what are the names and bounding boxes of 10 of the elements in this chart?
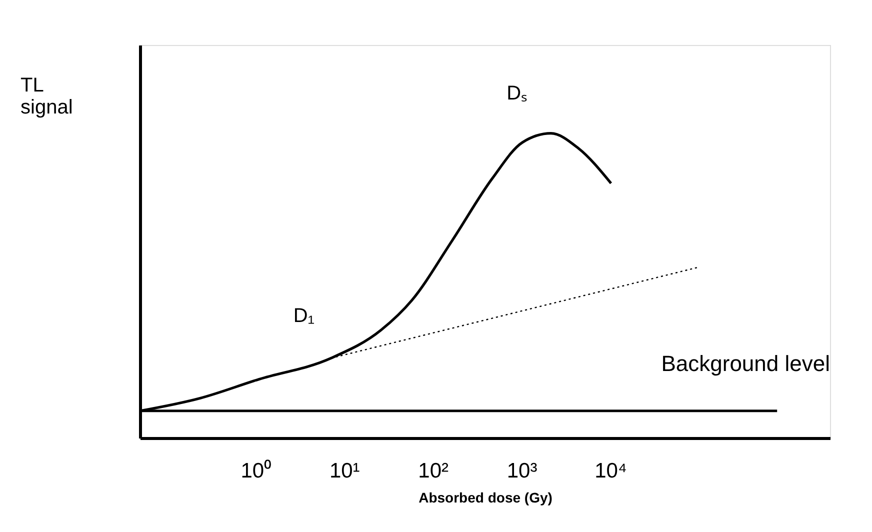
x-tick-label: 10⁴ xyxy=(594,460,627,482)
x-tick-label: 10³ xyxy=(506,460,538,482)
x-axis-title: Absorbed dose (Gy) xyxy=(418,490,552,506)
series-label: Background level xyxy=(661,350,830,376)
y-axis-title: TL signal xyxy=(20,74,73,118)
x-tick-label: 10¹ xyxy=(329,460,360,482)
text: Dₛ xyxy=(506,82,528,104)
x-tick-label: 10² xyxy=(418,460,449,482)
x-tick-label: 10⁰ xyxy=(240,460,272,482)
annotation: D₁ xyxy=(293,305,315,328)
